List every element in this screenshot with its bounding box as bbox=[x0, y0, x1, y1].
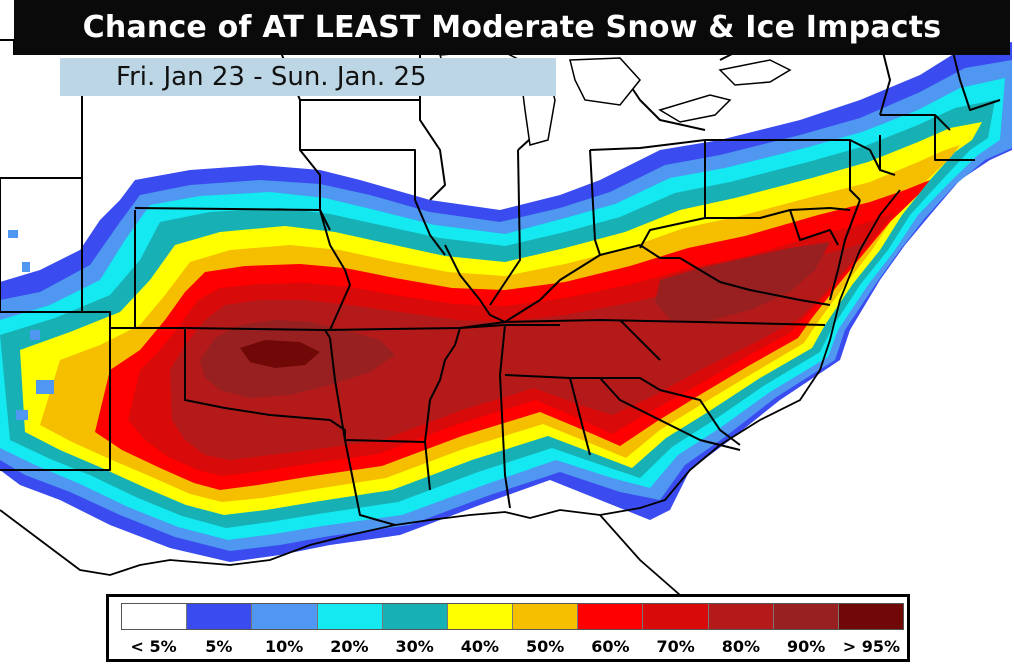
legend-swatch bbox=[838, 604, 904, 629]
legend-swatch bbox=[382, 604, 448, 629]
date-range-box: Fri. Jan 23 - Sun. Jan. 25 bbox=[60, 58, 556, 96]
title-bar: Chance of AT LEAST Moderate Snow & Ice I… bbox=[14, 0, 1010, 55]
band-95 bbox=[240, 340, 320, 368]
legend-swatch bbox=[643, 604, 709, 629]
coastline bbox=[0, 189, 901, 596]
legend-label: 50% bbox=[525, 637, 565, 656]
legend-label: 20% bbox=[330, 637, 369, 656]
map-title: Chance of AT LEAST Moderate Snow & Ice I… bbox=[82, 10, 942, 45]
legend-label-row: < 5% 5% 10% 20% 30% 40% 50% 60% 70% 80% 90% > 95% bbox=[121, 637, 904, 657]
western-edge-speckle bbox=[4, 230, 54, 420]
legend-label: > 95% bbox=[842, 637, 901, 656]
legend-label: < 5% bbox=[130, 637, 177, 656]
legend-label: 80% bbox=[721, 637, 761, 656]
legend-label: 70% bbox=[656, 637, 695, 656]
legend-swatch bbox=[187, 604, 253, 629]
legend-swatch bbox=[122, 604, 188, 629]
legend-label: 40% bbox=[460, 637, 500, 656]
legend-swatch bbox=[513, 604, 579, 629]
legend: < 5% 5% 10% 20% 30% 40% 50% 60% 70% 80% 90% > 95% bbox=[106, 594, 910, 662]
band-90-east bbox=[655, 242, 830, 322]
legend-color-bar bbox=[121, 603, 904, 630]
legend-swatch bbox=[447, 604, 514, 629]
legend-label: 90% bbox=[786, 637, 826, 656]
legend-label: 5% bbox=[205, 637, 233, 656]
legend-label: 60% bbox=[591, 637, 630, 656]
date-range-label: Fri. Jan 23 - Sun. Jan. 25 bbox=[116, 62, 427, 92]
legend-swatch bbox=[252, 604, 318, 629]
legend-swatch bbox=[708, 604, 774, 629]
legend-swatch bbox=[317, 604, 383, 629]
legend-swatch bbox=[773, 604, 839, 629]
legend-swatch bbox=[578, 604, 644, 629]
legend-label: 10% bbox=[264, 637, 304, 656]
probability-bands bbox=[0, 42, 1012, 562]
legend-label: 30% bbox=[395, 637, 434, 656]
